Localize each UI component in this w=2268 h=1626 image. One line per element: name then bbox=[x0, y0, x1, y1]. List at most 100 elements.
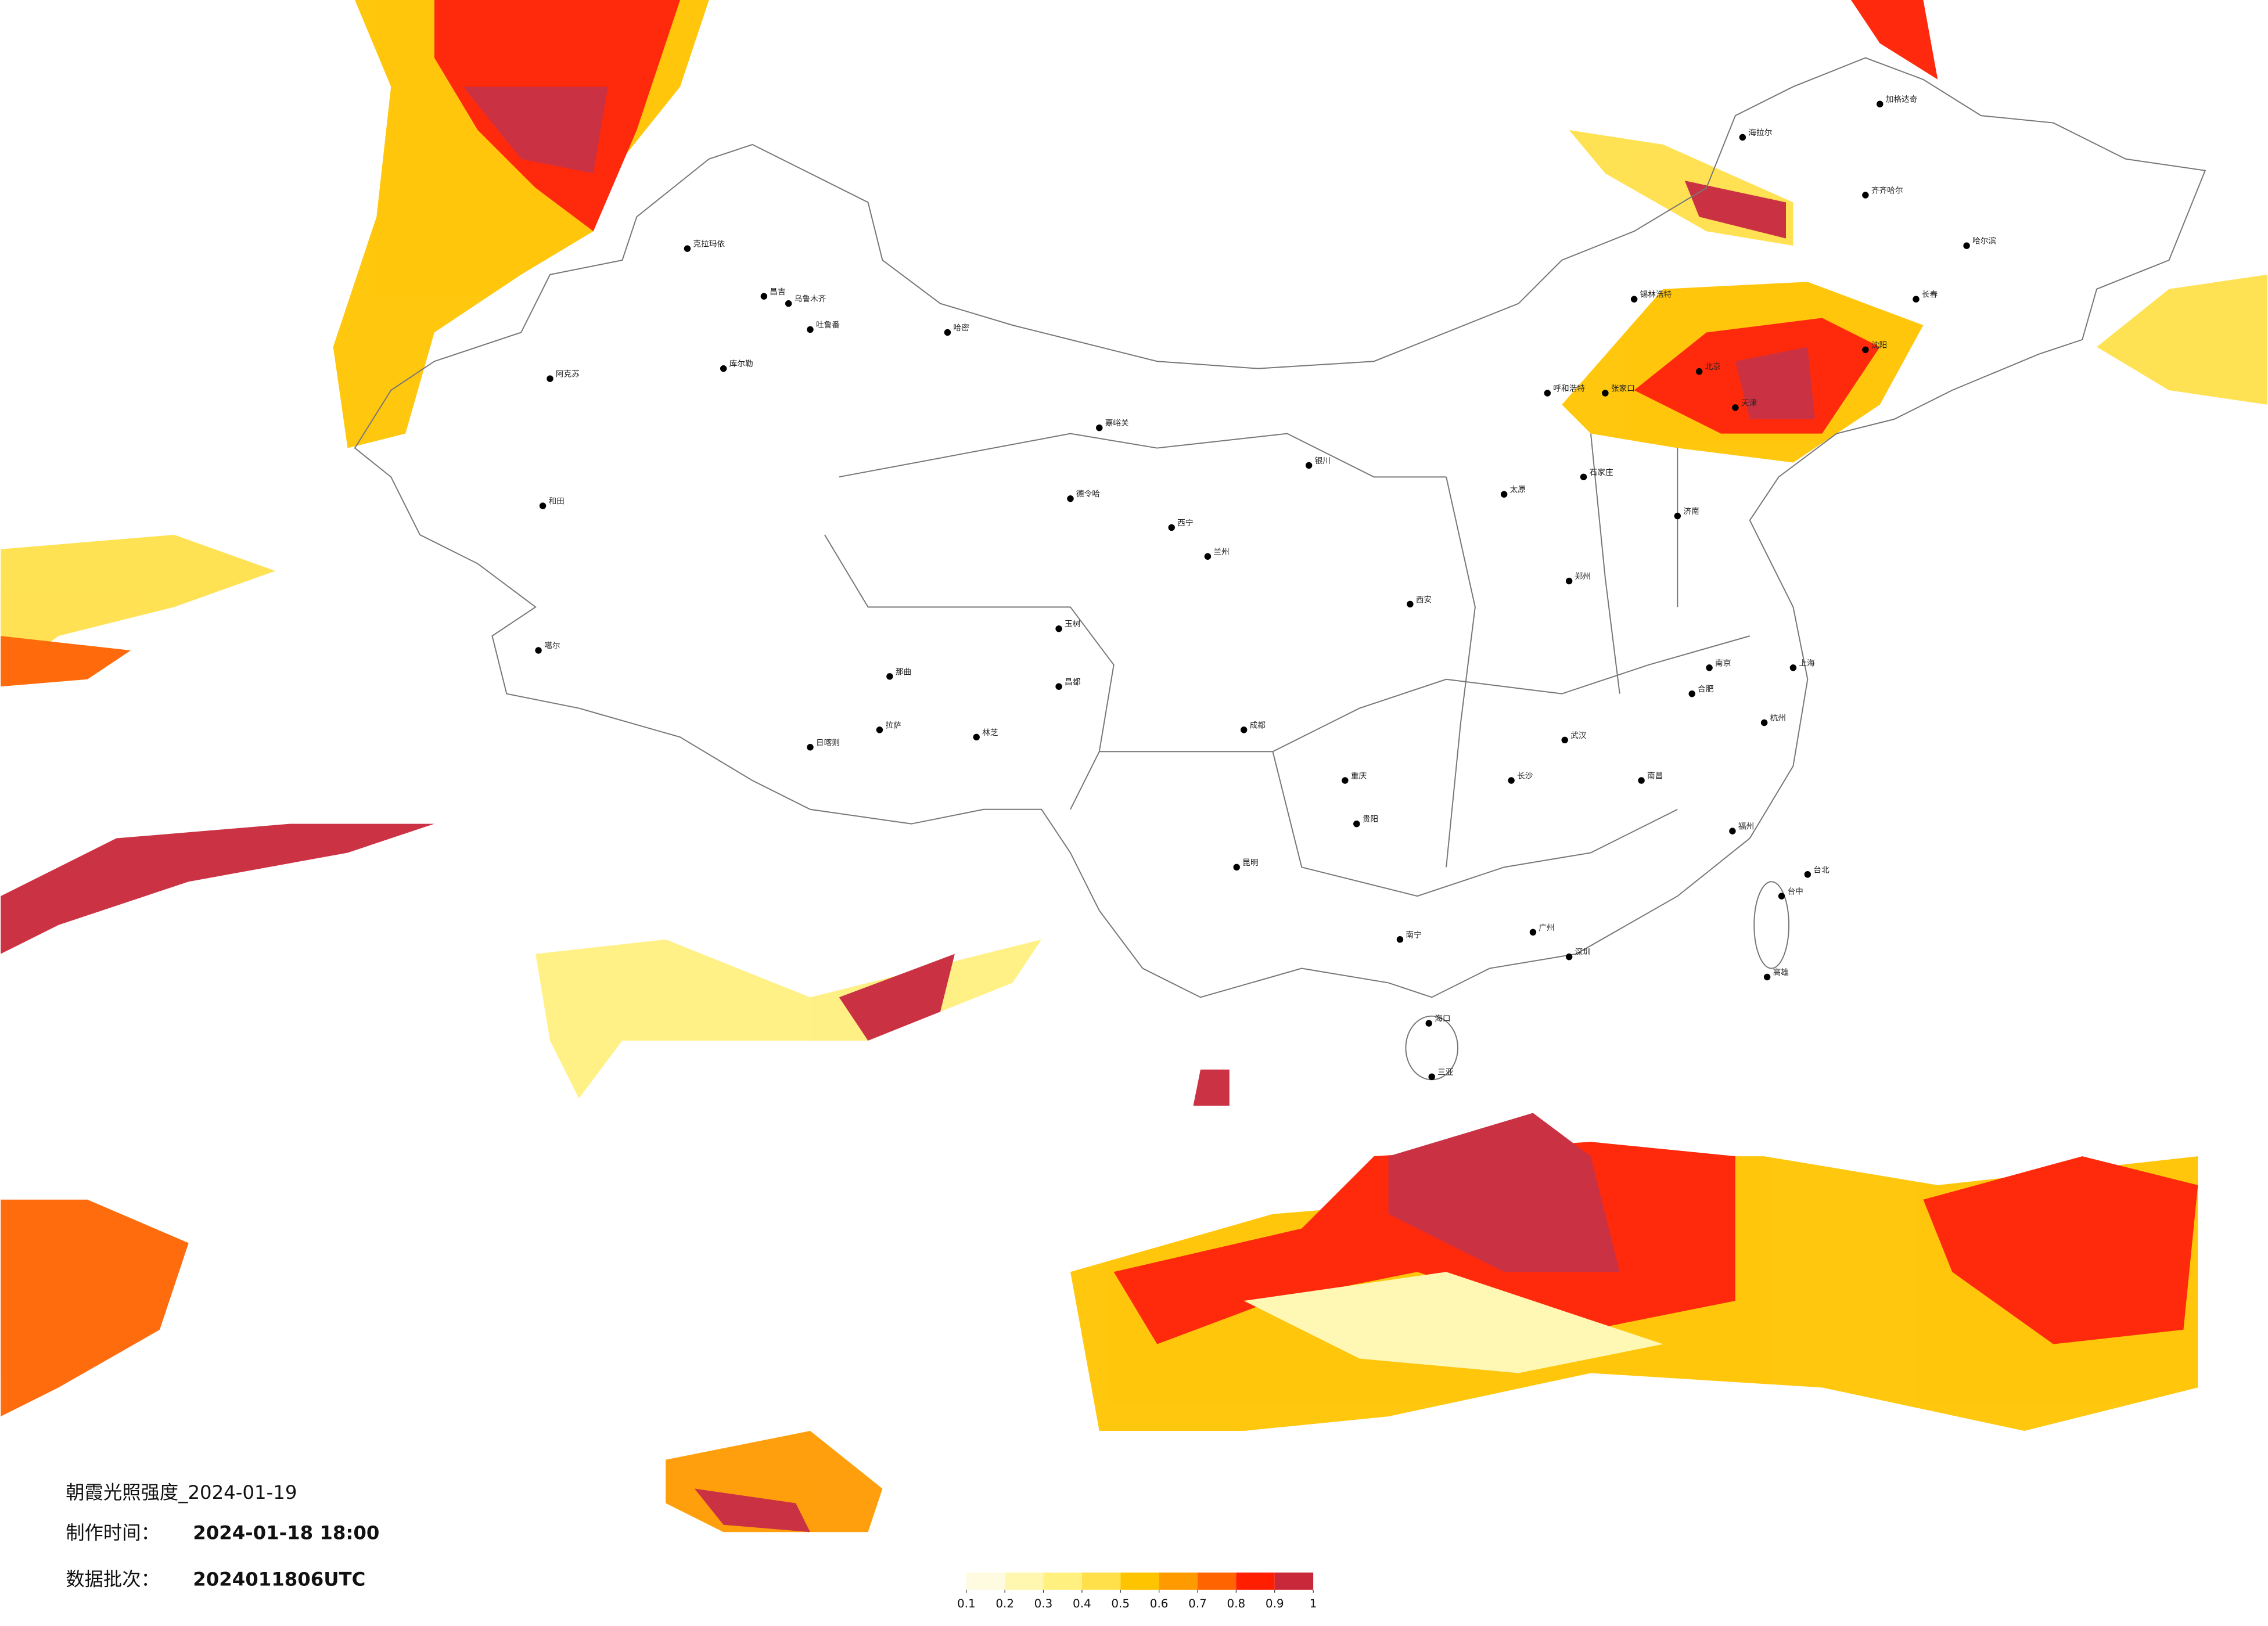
city-dot bbox=[1305, 462, 1313, 469]
legend-tick-label: 1 bbox=[1310, 1597, 1317, 1610]
city-label: 上海 bbox=[1799, 659, 1815, 668]
city-label: 和田 bbox=[549, 497, 565, 506]
city-label: 拉萨 bbox=[885, 721, 901, 730]
heat-area bbox=[1, 636, 131, 687]
legend-swatch bbox=[1043, 1572, 1082, 1590]
city-dot bbox=[1407, 600, 1414, 608]
legend-swatch bbox=[1120, 1572, 1159, 1590]
heat-area bbox=[1684, 181, 1786, 239]
city-label: 石家庄 bbox=[1590, 467, 1613, 477]
map-title: 朝霞光照强度_2024-01-19 bbox=[66, 1481, 297, 1503]
city-label: 西安 bbox=[1416, 595, 1432, 605]
city-label: 昌吉 bbox=[770, 287, 785, 297]
city-label: 台中 bbox=[1787, 887, 1803, 897]
city-dot bbox=[1342, 777, 1349, 784]
city-label: 德令哈 bbox=[1076, 490, 1100, 499]
made-time: 2024-01-18 18:00 bbox=[193, 1522, 379, 1544]
city-label: 南京 bbox=[1715, 659, 1731, 668]
city-label: 杭州 bbox=[1770, 714, 1786, 723]
batch: 2024011806UTC bbox=[193, 1568, 365, 1590]
legend-swatch bbox=[1274, 1572, 1314, 1590]
city-dot bbox=[1732, 404, 1739, 411]
legend-swatch bbox=[966, 1572, 1005, 1590]
legend: 0.1 0.2 0.3 0.4 0.5 0.6 0.7 0.8 0.9 1 bbox=[957, 1572, 1317, 1610]
city-dot bbox=[1425, 1020, 1432, 1027]
legend-swatch bbox=[1081, 1572, 1121, 1590]
city-dot bbox=[720, 365, 727, 372]
city-dot bbox=[1706, 664, 1713, 671]
city-dot bbox=[1602, 390, 1609, 397]
city-label: 海拉尔 bbox=[1748, 128, 1772, 138]
city-label: 重庆 bbox=[1351, 772, 1367, 781]
heat-area bbox=[1850, 0, 1938, 80]
city-dot bbox=[1240, 726, 1248, 733]
legend-swatch bbox=[1159, 1572, 1198, 1590]
city-label: 高雄 bbox=[1773, 967, 1789, 977]
city-label: 张家口 bbox=[1611, 384, 1635, 394]
city-label: 深圳 bbox=[1575, 948, 1591, 957]
city-dot bbox=[1508, 777, 1515, 784]
city-label: 北京 bbox=[1705, 362, 1721, 372]
city-label: 克拉玛依 bbox=[693, 240, 725, 249]
heat-area bbox=[1193, 1069, 1230, 1106]
city-label: 海口 bbox=[1435, 1015, 1450, 1024]
city-dot bbox=[1544, 390, 1551, 397]
heat-layer bbox=[1, 0, 2267, 1533]
heat-area bbox=[1923, 1156, 2198, 1344]
city-dot bbox=[1500, 491, 1508, 498]
city-label: 噶尔 bbox=[544, 642, 560, 651]
legend-tick-label: 0.5 bbox=[1111, 1597, 1130, 1610]
city-dot bbox=[1204, 553, 1212, 560]
city-label: 银川 bbox=[1315, 456, 1331, 466]
legend-tick-label: 0.8 bbox=[1227, 1597, 1246, 1610]
legend-tick-label: 0.3 bbox=[1034, 1597, 1053, 1610]
city-label: 南宁 bbox=[1406, 930, 1421, 940]
city-label: 玉树 bbox=[1065, 620, 1081, 629]
city-label: 合肥 bbox=[1698, 685, 1714, 694]
city-label: 台北 bbox=[1813, 865, 1830, 875]
legend-swatch bbox=[1198, 1572, 1237, 1590]
city-dot bbox=[1055, 625, 1062, 632]
legend-tick-label: 0.2 bbox=[995, 1597, 1014, 1610]
city-label: 长春 bbox=[1922, 290, 1938, 300]
city-label: 济南 bbox=[1683, 507, 1699, 516]
china-outline bbox=[354, 57, 2206, 998]
city-dot bbox=[1168, 524, 1175, 531]
city-label: 沈阳 bbox=[1871, 341, 1887, 350]
city-label: 阿克苏 bbox=[556, 370, 580, 379]
city-label: 哈密 bbox=[953, 323, 969, 333]
city-dot bbox=[1096, 424, 1103, 431]
heat-area bbox=[839, 954, 955, 1041]
province-line bbox=[824, 433, 1751, 897]
city-label: 南昌 bbox=[1647, 772, 1663, 781]
city-label: 库尔勒 bbox=[729, 359, 753, 369]
legend-tick-label: 0.7 bbox=[1188, 1597, 1207, 1610]
city-label: 武汉 bbox=[1570, 731, 1587, 740]
heat-area bbox=[1, 534, 276, 679]
city-label: 林芝 bbox=[982, 728, 998, 738]
city-dot bbox=[1760, 719, 1768, 726]
taiwan-outline bbox=[1753, 881, 1789, 969]
city-label: 齐齐哈尔 bbox=[1871, 186, 1903, 196]
city-dot bbox=[1913, 296, 1920, 303]
city-dot bbox=[1565, 953, 1573, 961]
city-label: 长沙 bbox=[1517, 772, 1533, 781]
city-dot bbox=[1739, 134, 1746, 141]
made-label: 制作时间： bbox=[66, 1522, 160, 1544]
city-dot bbox=[1804, 871, 1811, 878]
city-dot bbox=[1428, 1073, 1435, 1080]
city-dot bbox=[1233, 864, 1240, 871]
city-dot bbox=[1529, 929, 1537, 936]
city-label: 三亚 bbox=[1437, 1068, 1454, 1077]
city-dot bbox=[1877, 100, 1884, 107]
heat-area bbox=[1388, 1113, 1620, 1272]
city-dot bbox=[944, 329, 951, 336]
heat-area bbox=[1735, 347, 1815, 419]
heat-area bbox=[694, 1488, 810, 1533]
city-label: 嘉峪关 bbox=[1105, 419, 1129, 428]
city-label: 天津 bbox=[1741, 398, 1757, 408]
city-dot bbox=[539, 502, 547, 509]
city-label: 西宁 bbox=[1177, 518, 1193, 528]
